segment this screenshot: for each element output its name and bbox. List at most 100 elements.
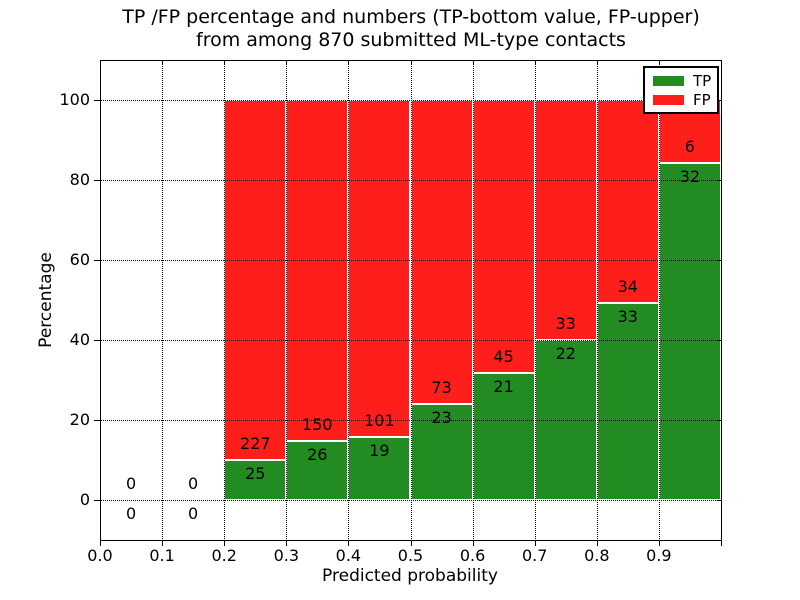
y-tick-mark-right [717,100,722,101]
x-tick-mark-top [100,61,101,65]
fp-count-label: 34 [617,277,638,296]
gridline-horizontal [101,180,720,181]
x-tick-label: 0.4 [335,546,362,565]
x-tick-mark [224,541,226,546]
x-tick-mark [596,541,598,546]
bar-segment-tp [224,460,287,500]
y-tick-mark-right [717,420,722,421]
y-tick-label: 20 [69,410,90,429]
tp-count-label: 33 [617,307,638,326]
fp-count-label: 6 [684,137,695,157]
gridline-horizontal [101,100,720,101]
y-tick-mark-right [717,500,722,501]
bar-segment-tp [596,303,659,500]
x-tick-mark-top [162,61,164,65]
x-tick-label: 0.2 [211,546,237,565]
fp-count-label: 45 [493,346,514,366]
x-tick-mark [658,541,660,546]
x-tick-mark-top [472,61,474,65]
x-tick-label: 0.8 [584,546,610,565]
gridline-vertical [596,61,598,539]
tp-count-label: 25 [245,464,266,484]
fp-count-label: 101 [364,410,395,430]
x-tick-mark [472,541,474,546]
gridline-vertical [162,61,164,539]
x-tick-mark-top [534,61,536,65]
gridline-vertical [534,61,536,539]
y-tick-label: 60 [69,250,90,269]
bar-segment-fp [534,100,597,340]
x-tick-mark [100,541,101,546]
gridline-vertical [286,61,288,539]
x-tick-mark-top [286,61,288,65]
y-tick-mark [94,100,100,101]
fp-color-swatch [653,94,684,105]
y-tick-mark-right [717,340,722,341]
gridline-horizontal [101,340,720,341]
fp-count-label: 0 [126,474,137,493]
fp-count-label: 73 [431,378,452,398]
bar-segment-fp [348,100,411,437]
x-tick-label: 0.6 [459,546,486,565]
chart-title-line2: from among 870 submitted ML-type contact… [196,29,626,51]
y-tick-mark [94,500,100,501]
y-tick-mark [94,340,100,341]
bar-segment-fp [224,100,287,461]
bar-segment-fp [286,100,349,441]
y-tick-mark-right [717,180,722,181]
gridline-vertical [224,61,226,539]
tp-count-label: 19 [369,440,390,460]
chart-title-line1: TP /FP percentage and numbers (TP-bottom… [122,6,700,28]
gridline-vertical [348,61,350,539]
gridline-vertical [658,61,660,539]
tp-count-label: 22 [555,344,576,363]
x-tick-label: 0.1 [149,546,175,565]
x-tick-mark-top [658,61,660,65]
bar-segment-fp [410,100,473,405]
fp-count-label: 227 [240,434,271,454]
y-tick-mark [94,180,100,181]
x-tick-label: 0.5 [397,546,424,565]
x-tick-mark [721,541,722,546]
gridline-horizontal [101,500,720,501]
y-tick-mark [94,420,100,421]
fp-count-label: 0 [188,474,199,493]
x-tick-mark-top [596,61,598,65]
tp-count-label: 0 [188,504,199,523]
y-tick-label: 80 [69,170,90,189]
bar-segment-fp [472,100,535,373]
x-tick-mark [410,541,412,546]
gridline-horizontal [101,420,720,421]
tp-count-label: 32 [679,167,701,187]
x-tick-mark [534,541,536,546]
tp-count-label: 21 [493,376,514,396]
y-tick-mark-right [717,260,722,261]
gridline-horizontal [101,260,720,261]
x-axis-label: Predicted probability [322,566,498,586]
x-tick-mark-top [224,61,226,65]
tp-count-label: 26 [307,444,328,464]
gridline-vertical [472,61,474,539]
x-tick-mark [286,541,288,546]
gridline-vertical [410,61,412,539]
bar-segment-fp [596,100,659,303]
fp-count-label: 150 [302,414,333,434]
x-tick-mark [348,541,350,546]
tp-count-label: 23 [431,408,452,428]
x-tick-label: 0.7 [521,546,548,565]
x-tick-label: 0.3 [273,546,300,565]
x-tick-label: 0.0 [87,546,113,565]
x-tick-mark-top [721,61,722,65]
x-tick-mark [162,541,164,546]
y-tick-label: 0 [79,490,90,509]
y-tick-label: 100 [59,90,90,109]
fp-count-label: 33 [555,314,576,333]
legend-item-tp: TP [645,71,717,90]
x-tick-label: 0.9 [646,546,672,565]
y-tick-label: 40 [69,330,90,349]
bar-segment-tp [658,163,721,500]
tp-count-label: 0 [126,504,137,523]
tp-color-swatch [653,75,684,86]
chart-title: TP /FP percentage and numbers (TP-bottom… [100,6,722,52]
